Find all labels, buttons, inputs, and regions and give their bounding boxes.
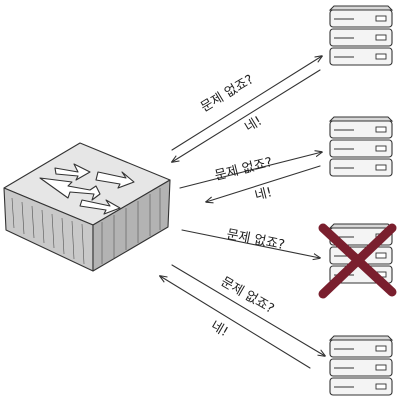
server-unit [329,139,393,158]
arrows-group [160,56,325,369]
server-unit [329,28,393,47]
question-label-2: 문제 없죠? [213,155,274,184]
server-unit [329,9,393,28]
server-unit [329,47,393,66]
server-top-cap [328,335,394,341]
server-led-icon [375,126,387,133]
answer-label-2: 네! [253,185,273,204]
server-top-cap [328,5,394,11]
router-arrows-icon [39,163,135,215]
server-unit [329,339,393,358]
server-led-icon [375,364,387,371]
failure-x-mark [318,223,397,299]
request-arrow-1 [171,56,322,151]
server-led-icon [375,345,387,352]
answer-label-4: 네! [208,318,230,340]
server-led-icon [375,164,387,171]
server-1 [328,5,394,66]
server-led-icon [375,252,387,259]
server-unit [329,358,393,377]
answer-label-1: 네! [242,114,264,136]
server-led-icon [375,34,387,41]
server-unit [329,158,393,177]
servers-group [328,5,394,396]
response-arrow-4 [160,276,311,369]
server-led-icon [375,15,387,22]
router-side-face [92,179,171,272]
request-arrow-3 [181,229,320,258]
labels-group: 문제 없죠? 네! 문제 없죠? 네! 문제 없죠? 문제 없죠? 네! [198,72,286,340]
server-led-icon [375,53,387,60]
question-label-3: 문제 없죠? [225,227,286,253]
server-led-icon [375,383,387,390]
server-unit [329,120,393,139]
router-hatching [11,188,161,265]
server-unit [329,377,393,396]
request-arrow-4 [171,264,325,356]
response-arrow-2 [206,165,321,202]
server-4 [328,335,394,396]
request-arrow-2 [179,152,322,189]
response-arrow-1 [172,69,321,162]
server-2 [328,116,394,177]
question-label-1: 문제 없죠? [198,72,256,115]
server-top-cap [328,223,394,229]
router-box [3,142,171,272]
server-top-cap [328,116,394,122]
question-label-4: 문제 없죠? [218,274,276,316]
server-led-icon [375,145,387,152]
